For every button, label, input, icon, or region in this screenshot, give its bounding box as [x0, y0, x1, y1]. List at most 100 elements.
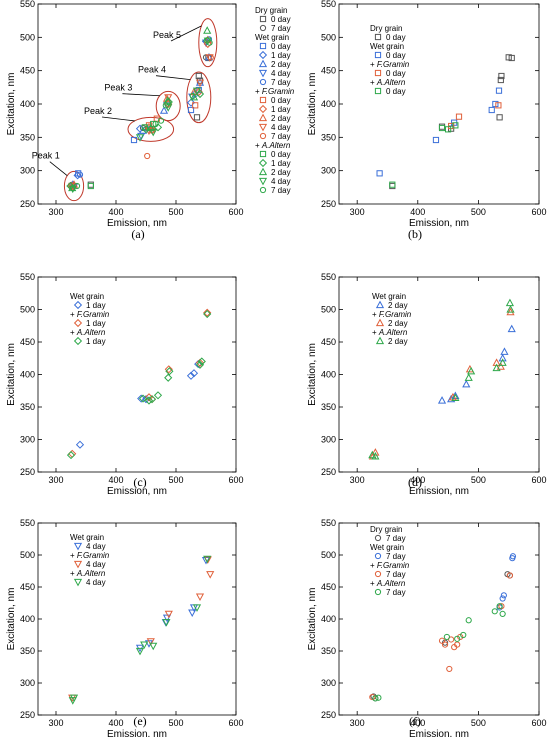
data-point [162, 102, 169, 109]
legend-marker [374, 69, 382, 77]
legend-label: 0 day [271, 15, 291, 24]
data-point [441, 639, 449, 646]
legend-marker [374, 570, 382, 578]
legend-marker [259, 96, 267, 104]
x-tick-label: 500 [168, 718, 183, 728]
legend-header: + A.Altern [372, 328, 408, 337]
legend-label: 1 day [86, 301, 106, 310]
legend-marker [73, 318, 83, 328]
data-point [496, 114, 503, 121]
legend-label: 4 day [86, 542, 106, 551]
data-point [206, 39, 213, 46]
data-point [375, 694, 382, 701]
legend-label: 0 day [271, 150, 291, 159]
data-point [203, 26, 212, 34]
y-tick-label: 450 [321, 337, 336, 347]
legend-label: 1 day [86, 337, 106, 346]
data-point [135, 134, 145, 142]
legend-header: + F.Gramin [372, 310, 412, 319]
legend-label: 0 day [271, 96, 291, 105]
y-axis-label: Excitation, nm [307, 343, 318, 406]
x-tick-label: 400 [108, 475, 123, 485]
legend-label: 7 day [386, 552, 406, 561]
data-point [498, 353, 507, 362]
data-point [492, 363, 501, 372]
y-tick-label: 350 [20, 402, 35, 412]
data-point [509, 553, 517, 560]
data-point [496, 603, 503, 610]
y-tick-label: 550 [321, 272, 336, 282]
legend-header: + F.Gramin [370, 60, 410, 69]
peak-arrow [49, 161, 68, 177]
legend-marker [375, 300, 385, 309]
y-tick-label: 500 [321, 550, 336, 560]
legend-header: Wet grain [372, 292, 406, 301]
data-point [138, 394, 148, 403]
y-tick-label: 250 [20, 467, 35, 477]
data-point [369, 693, 376, 701]
y-tick-label: 350 [321, 402, 336, 412]
data-point [66, 451, 76, 460]
legend-marker [259, 24, 267, 32]
legend-header: + A.Altern [370, 579, 406, 588]
x-tick-label: 600 [228, 207, 243, 217]
y-axis-label: Excitation, nm [307, 588, 318, 651]
data-point [506, 305, 515, 313]
data-point [462, 379, 471, 388]
data-point [495, 102, 502, 109]
legend-header: Wet grain [370, 543, 404, 552]
x-tick-label: 500 [471, 718, 486, 728]
legend-marker [259, 186, 267, 194]
data-point [140, 641, 149, 650]
data-point [130, 136, 138, 144]
y-tick-label: 250 [321, 710, 336, 720]
legend-marker [73, 336, 83, 346]
legend-marker [374, 588, 382, 596]
legend-marker [374, 552, 382, 560]
y-tick-label: 500 [321, 32, 336, 42]
data-point [141, 125, 151, 134]
y-tick-label: 500 [321, 305, 336, 315]
data-point [164, 365, 173, 374]
x-tick-label: 300 [48, 718, 63, 728]
peak-label: Peak 3 [104, 83, 132, 93]
peak-ellipse [63, 170, 85, 202]
panel-e: 300 400 500 600 250 300 350 400 450 500 550 Emissio… [6, 518, 244, 740]
x-axis-label: Emission, nm [409, 486, 469, 497]
data-point [498, 72, 505, 80]
legend-header: + F.Gramin [255, 87, 295, 96]
peak-arrow [155, 75, 191, 80]
x-tick-label: 600 [531, 207, 546, 217]
data-point [505, 298, 514, 307]
x-tick-label: 500 [471, 475, 486, 485]
x-tick-label: 300 [48, 475, 63, 485]
legend-marker [259, 15, 267, 23]
x-axis-label: Emission, nm [107, 486, 167, 497]
legend-label: 2 day [271, 168, 291, 177]
data-point [76, 171, 84, 178]
plot-frame [338, 522, 540, 716]
data-point [206, 571, 215, 579]
data-point [207, 54, 214, 61]
legend-marker [374, 534, 382, 542]
x-axis-label: Emission, nm [107, 218, 167, 229]
legend-label: 2 day [388, 319, 408, 328]
data-point [438, 123, 446, 130]
y-tick-label: 350 [20, 132, 35, 142]
data-point [457, 633, 464, 641]
y-tick-label: 400 [20, 614, 35, 624]
x-tick-label: 300 [350, 207, 365, 217]
y-tick-label: 450 [321, 582, 336, 592]
x-tick-label: 500 [471, 207, 486, 217]
legend-marker [73, 560, 83, 569]
plot-frame [338, 276, 540, 473]
data-point [73, 182, 81, 190]
legend-marker [375, 318, 385, 327]
data-point [496, 362, 505, 370]
legend-marker [259, 150, 267, 158]
legend-marker [258, 123, 268, 132]
data-point [203, 37, 212, 46]
data-point [186, 98, 196, 107]
